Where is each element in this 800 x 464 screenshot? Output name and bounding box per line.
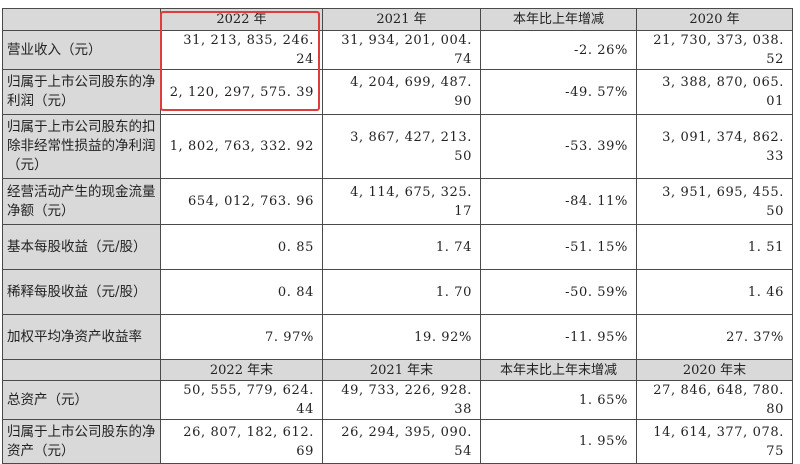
- table-row: 加权平均净资产收益率 7. 97% 19. 92% -11. 95% 27. 3…: [2, 314, 793, 360]
- row-label: 经营活动产生的现金流量净额（元）: [2, 178, 161, 225]
- header-cell-2021: 2021 年: [322, 8, 481, 31]
- cell-2021: 49, 733, 226, 928. 38: [322, 380, 481, 420]
- header-cell-2021-end: 2021 年末: [322, 359, 481, 381]
- cell-2022: 0. 84: [160, 269, 323, 315]
- cell-2022: 1, 802, 763, 332. 92: [160, 114, 323, 179]
- cell-2022: 2, 120, 297, 575. 39: [160, 69, 323, 115]
- cell-2021: 1. 70: [322, 269, 481, 315]
- header-cell-2022-end: 2022 年末: [160, 359, 323, 381]
- row-label: 基本每股收益（元/股）: [2, 224, 161, 270]
- cell-change: -50. 59%: [480, 269, 637, 315]
- cell-2020: 3, 951, 695, 455. 50: [636, 178, 793, 225]
- cell-2022: 0. 85: [160, 224, 323, 270]
- table-row: 营业收入（元） 31, 213, 835, 246. 24 31, 934, 2…: [2, 30, 793, 70]
- cell-2020: 3, 091, 374, 862. 33: [636, 114, 793, 179]
- cell-2021: 4, 114, 675, 325. 17: [322, 178, 481, 225]
- financial-table-container: 2022 年 2021 年 本年比上年增减 2020 年 营业收入（元） 31,…: [2, 8, 793, 464]
- cell-2020: 21, 730, 373, 038. 52: [636, 30, 793, 70]
- row-label: 归属于上市公司股东的扣除非经常性损益的净利润（元）: [2, 114, 161, 179]
- table-row: 基本每股收益（元/股） 0. 85 1. 74 -51. 15% 1. 51: [2, 224, 793, 270]
- cell-2020: 3, 388, 870, 065. 01: [636, 69, 793, 115]
- cell-2021: 3, 867, 427, 213. 50: [322, 114, 481, 179]
- table-row: 经营活动产生的现金流量净额（元） 654, 012, 763. 96 4, 11…: [2, 178, 793, 225]
- table-row: 归属于上市公司股东的净利润（元） 2, 120, 297, 575. 39 4,…: [2, 69, 793, 115]
- cell-2021: 4, 204, 699, 487. 90: [322, 69, 481, 115]
- cell-change: 1. 95%: [480, 419, 637, 464]
- cell-change: -51. 15%: [480, 224, 637, 270]
- row-label: 总资产（元）: [2, 380, 161, 420]
- cell-2020: 1. 46: [636, 269, 793, 315]
- table-row: 归属于上市公司股东的扣除非经常性损益的净利润（元） 1, 802, 763, 3…: [2, 114, 793, 179]
- cell-change: 1. 65%: [480, 380, 637, 420]
- row-label: 加权平均净资产收益率: [2, 314, 161, 360]
- row-label: 营业收入（元）: [2, 30, 161, 70]
- cell-change: -2. 26%: [480, 30, 637, 70]
- cell-2022: 7. 97%: [160, 314, 323, 360]
- cell-change: -11. 95%: [480, 314, 637, 360]
- header-cell-2022: 2022 年: [160, 8, 323, 31]
- cell-2022: 50, 555, 779, 624. 44: [160, 380, 323, 420]
- cell-2020: 1. 51: [636, 224, 793, 270]
- cell-2021: 26, 294, 395, 090. 54: [322, 419, 481, 464]
- row-label: 归属于上市公司股东的净利润（元）: [2, 69, 161, 115]
- header-cell-end-change: 本年末比上年末增减: [480, 359, 637, 381]
- header-cell-empty: [2, 359, 161, 381]
- cell-2022: 654, 012, 763. 96: [160, 178, 323, 225]
- row-label: 归属于上市公司股东的净资产（元）: [2, 419, 161, 464]
- header-cell-empty: [2, 8, 161, 31]
- cell-2020: 27, 846, 648, 780. 80: [636, 380, 793, 420]
- table-row: 总资产（元） 50, 555, 779, 624. 44 49, 733, 22…: [2, 380, 793, 420]
- table-subheader-row: 2022 年末 2021 年末 本年末比上年末增减 2020 年末: [2, 359, 793, 381]
- table-row: 稀释每股收益（元/股） 0. 84 1. 70 -50. 59% 1. 46: [2, 269, 793, 315]
- cell-2022: 26, 807, 182, 612. 69: [160, 419, 323, 464]
- cell-2020: 14, 614, 377, 078. 75: [636, 419, 793, 464]
- header-cell-2020-end: 2020 年末: [636, 359, 793, 381]
- cell-2020: 27. 37%: [636, 314, 793, 360]
- cell-2021: 1. 74: [322, 224, 481, 270]
- cell-2021: 19. 92%: [322, 314, 481, 360]
- financial-summary-table: 2022 年 2021 年 本年比上年增减 2020 年 营业收入（元） 31,…: [2, 8, 793, 464]
- cell-change: -49. 57%: [480, 69, 637, 115]
- header-cell-2020: 2020 年: [636, 8, 793, 31]
- cell-change: -53. 39%: [480, 114, 637, 179]
- header-cell-change: 本年比上年增减: [480, 8, 637, 31]
- cell-2022: 31, 213, 835, 246. 24: [160, 30, 323, 70]
- table-row: 归属于上市公司股东的净资产（元） 26, 807, 182, 612. 69 2…: [2, 419, 793, 464]
- cell-change: -84. 11%: [480, 178, 637, 225]
- table-header-row: 2022 年 2021 年 本年比上年增减 2020 年: [2, 8, 793, 31]
- row-label: 稀释每股收益（元/股）: [2, 269, 161, 315]
- cell-2021: 31, 934, 201, 004. 74: [322, 30, 481, 70]
